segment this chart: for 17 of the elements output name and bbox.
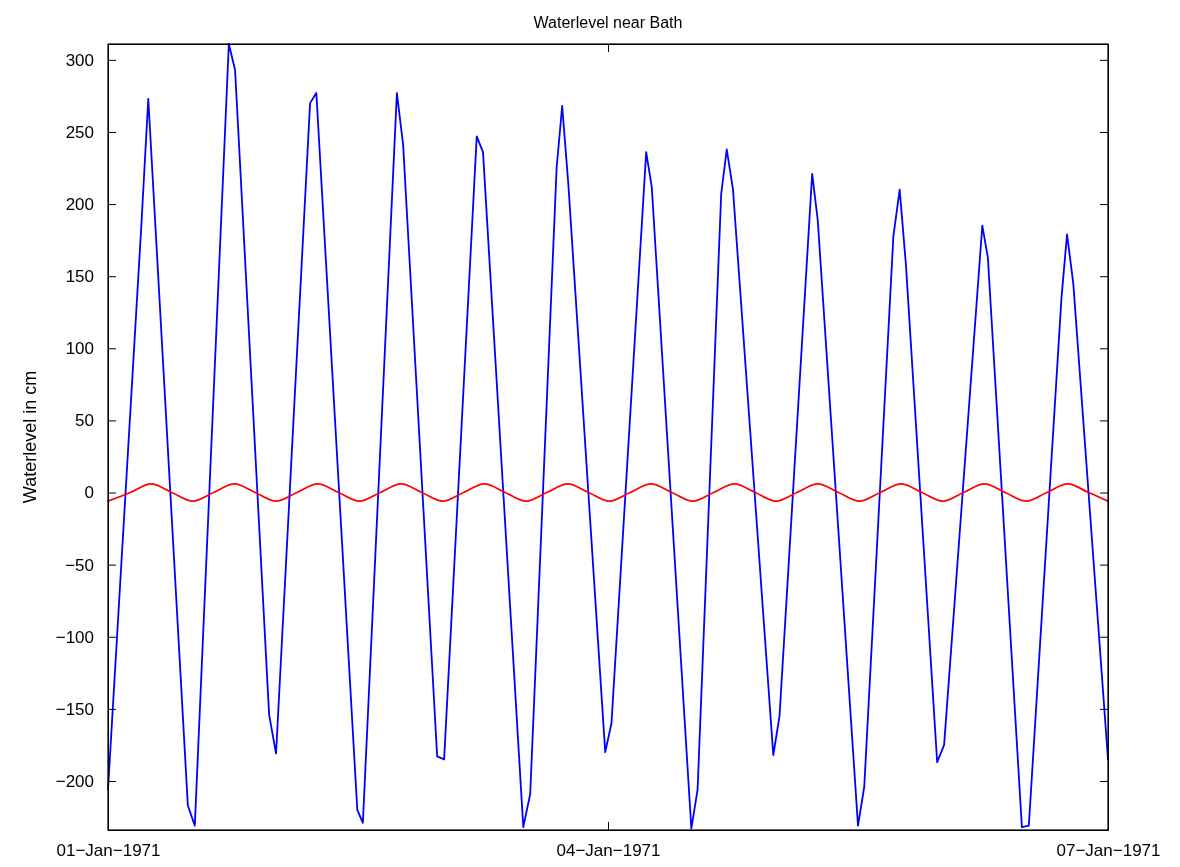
x-tick-label: 07−Jan−1971 bbox=[1056, 841, 1161, 861]
chart-title: Waterlevel near Bath bbox=[533, 14, 683, 31]
y-tick-label: 50 bbox=[75, 411, 94, 431]
y-tick-label: 300 bbox=[65, 50, 94, 70]
x-tick-label: 01−Jan−1971 bbox=[56, 841, 161, 861]
y-tick-label: −200 bbox=[55, 771, 94, 791]
y-tick-label: −150 bbox=[55, 699, 94, 719]
line-series bbox=[107, 43, 1109, 830]
y-tick-label: −100 bbox=[55, 627, 94, 647]
x-tick-label: 04−Jan−1971 bbox=[556, 841, 661, 861]
y-tick-label: 250 bbox=[65, 122, 94, 142]
y-axis-title: Waterlevel in cm bbox=[20, 370, 40, 504]
y-tick-label: 0 bbox=[84, 483, 94, 503]
y-tick-label: −50 bbox=[65, 555, 94, 575]
y-tick-label: 150 bbox=[65, 267, 94, 287]
y-tick-label: 200 bbox=[65, 195, 94, 215]
y-tick-label: 100 bbox=[65, 339, 94, 359]
